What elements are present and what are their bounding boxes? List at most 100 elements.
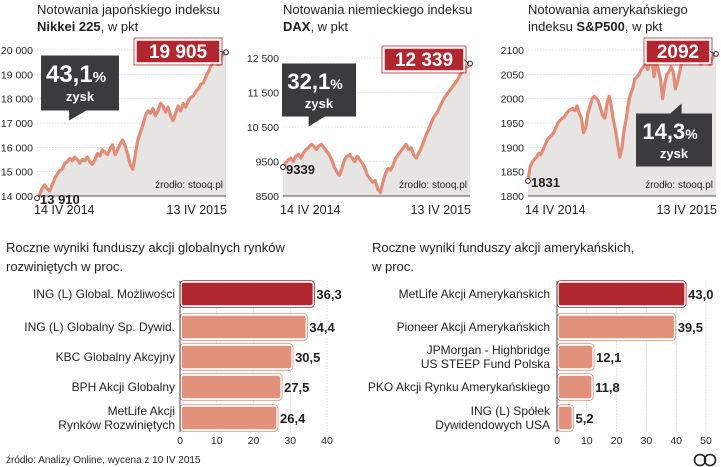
y-tick-label: 19 000 <box>1 69 33 81</box>
x-tick-label: 20 <box>248 435 260 447</box>
chart-title-line2: Nikkei 225, w pkt <box>37 19 139 34</box>
bar-title-line1: Roczne wyniki funduszy akcji globalnych … <box>6 240 286 255</box>
area-fill <box>283 63 470 196</box>
y-tick-label: 20 000 <box>1 45 33 57</box>
category-label: ING (L) Spółek <box>471 404 551 418</box>
pap-logo-circle-right <box>703 453 717 467</box>
change-bubble <box>41 55 119 121</box>
x-tick-label: 10 <box>211 435 223 447</box>
bar <box>557 314 676 340</box>
y-tick-label: 11 500 <box>248 88 279 100</box>
chart-title-line2: indeksu S&P500, w pkt <box>528 19 663 34</box>
category-label: MetLife Akcji Amerykańskich <box>399 287 550 301</box>
bar-title-line1: Roczne wyniki funduszy akcji amerykański… <box>372 240 634 255</box>
x-label-end: 13 IV 2015 <box>657 203 718 217</box>
end-point <box>467 60 473 67</box>
line-chart-0: Notowania japońskiego indeksu Nikkei 225,… <box>1 2 229 217</box>
chart-source: źrodło: stooq.pl <box>155 180 223 191</box>
change-unit: % <box>330 76 343 92</box>
category-label: ING (L) Globalny Sp. Dywid. <box>24 320 175 334</box>
chart-title-index: DAX <box>283 19 311 34</box>
bar <box>557 344 594 370</box>
chart-source: źrodło: stooq.pl <box>645 180 713 191</box>
category-label: BPH Akcji Globalny <box>72 380 175 394</box>
line-chart-1: Notowania niemieckiego indeksu DAX, w pkt… <box>247 2 473 217</box>
end-value-box-outline <box>643 37 713 66</box>
change-word: zysk <box>66 89 95 104</box>
x-tick-label: 0 <box>177 435 183 447</box>
category-label: JPMorgan - Highbridge <box>427 343 551 357</box>
x-tick-label: 20 <box>611 435 623 447</box>
change-bubble <box>636 103 713 167</box>
chart-title-suffix: , w pkt <box>310 19 348 34</box>
chart-title-line1: Notowania amerykańskiego <box>528 2 688 17</box>
bar-title-line2: rozwiniętych w proc. <box>6 259 123 274</box>
y-tick-label: 1950 <box>501 118 525 130</box>
chart-title-line1: Notowania niemieckiego indeksu <box>283 2 472 17</box>
bar-value-label: 36,3 <box>316 287 341 302</box>
x-tick-label: 10 <box>581 435 593 447</box>
start-point <box>525 178 531 184</box>
y-tick-label: 9500 <box>256 157 280 169</box>
change-number: 14,3 <box>642 119 685 144</box>
bar-title-line2: w proc. <box>371 259 414 274</box>
chart-title-index: S&P500 <box>576 19 624 34</box>
start-value-label: 1831 <box>531 175 560 190</box>
end-value-label: 12 339 <box>395 50 453 71</box>
bar-value-label: 39,5 <box>678 320 703 335</box>
bar <box>180 314 308 340</box>
footer-source: źródło: Analizy Online, wycena z 10 IV 2… <box>6 455 201 466</box>
end-leader <box>219 51 226 53</box>
y-tick-label: 2050 <box>501 69 525 81</box>
end-value-box-outline <box>381 45 467 74</box>
category-label: PKO Akcji Rynku Amerykańskiego <box>368 380 550 394</box>
x-tick-label: 50 <box>700 435 712 447</box>
chart-title-index: Nikkei 225 <box>37 19 101 34</box>
end-leader <box>709 51 716 55</box>
y-tick-label: 2000 <box>501 94 525 106</box>
bar-value-label: 43,0 <box>688 287 713 302</box>
category-label: Rynków Rozwiniętych <box>58 418 175 432</box>
pap-logo-circle-left <box>693 453 707 467</box>
bar-value-label: 12,1 <box>596 350 621 365</box>
chart-source: źrodło: stooq.pl <box>399 180 467 191</box>
end-point <box>713 50 719 57</box>
end-value-label: 2092 <box>657 42 699 63</box>
bar <box>557 374 593 400</box>
bar <box>180 344 293 370</box>
bar <box>557 405 574 431</box>
change-unit: % <box>685 126 698 142</box>
x-label-end: 13 IV 2015 <box>167 203 228 217</box>
y-tick-label: 17 000 <box>1 118 33 130</box>
bar-value-label: 30,5 <box>295 350 320 365</box>
y-tick-label: 15 000 <box>1 167 33 179</box>
x-label-start: 14 IV 2014 <box>34 203 95 217</box>
x-tick-label: 0 <box>554 435 560 447</box>
y-tick-label: 1900 <box>501 142 525 154</box>
series-line <box>35 50 227 200</box>
change-number: 43,1 <box>46 61 93 88</box>
y-tick-label: 18 000 <box>1 94 33 106</box>
bar-value-label: 5,2 <box>575 411 593 426</box>
end-value-label: 19 905 <box>149 42 208 63</box>
change-word: zysk <box>660 146 689 161</box>
category-label: ING (L) Global. Możliwości <box>33 287 175 301</box>
start-point <box>34 195 40 202</box>
x-label-start: 14 IV 2014 <box>280 203 341 217</box>
y-tick-label: 16 000 <box>1 142 33 154</box>
x-label-start: 14 IV 2014 <box>525 203 586 217</box>
x-tick-label: 40 <box>670 435 682 447</box>
change-bubble <box>282 63 356 127</box>
category-label: KBC Globalny Akcyjny <box>56 350 175 364</box>
chart-title-prefix: indeksu <box>528 19 576 34</box>
start-value-label: 9339 <box>286 162 315 177</box>
bar-value-label: 26,4 <box>280 411 306 426</box>
x-tick-label: 30 <box>641 435 653 447</box>
start-point <box>280 164 286 170</box>
y-tick-label: 10 500 <box>247 122 279 134</box>
change-value: 14,3% <box>642 119 698 144</box>
x-tick-label: 40 <box>321 435 333 447</box>
chart-title-line1: Notowania japońskiego indeksu <box>37 2 220 17</box>
change-unit: % <box>93 69 106 86</box>
change-number: 32,1 <box>287 69 330 94</box>
